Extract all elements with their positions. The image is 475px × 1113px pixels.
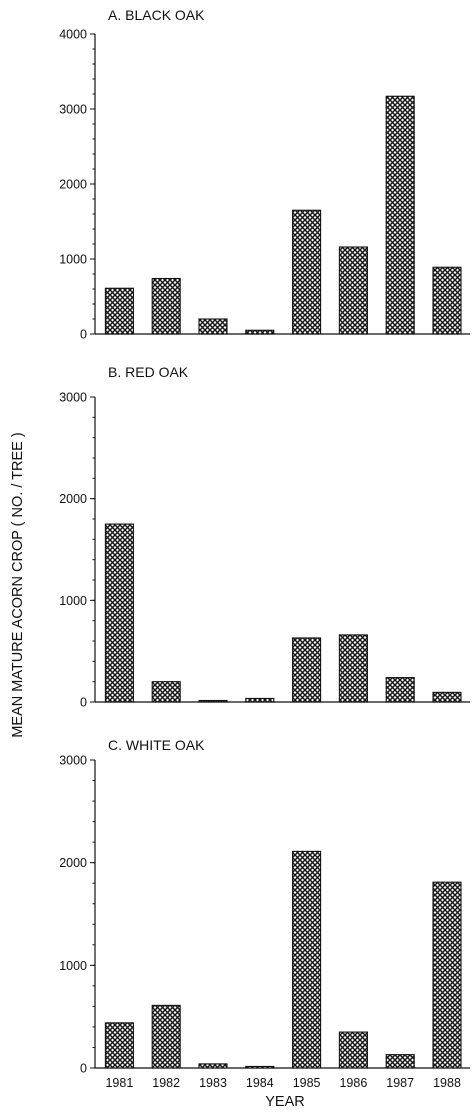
panel-title-white-oak: C. WHITE OAK [108,737,205,753]
y-tick-label: 1000 [59,253,87,267]
bar-black-oak-1988 [432,266,462,335]
panel-title-red-oak: B. RED OAK [108,364,189,380]
bar-red-oak-1982 [151,681,181,703]
y-tick-label: 3000 [59,103,87,117]
x-tick-labels: 1981 1982 1983 1984 1985 1986 1987 1988 [105,1076,460,1090]
bar-white-oak-1987 [385,1054,415,1069]
bar-black-oak-1986 [338,246,368,335]
y-tick-label: 2000 [59,856,87,870]
y-ticks-red-oak: 0 1000 2000 3000 [59,391,95,710]
y-tick-label: 1000 [59,594,87,608]
x-tick-label: 1988 [433,1076,461,1090]
bar-red-oak-1981 [104,523,134,703]
x-tick-label: 1985 [293,1076,321,1090]
panel-red-oak: B. RED OAK 0 1000 2000 3000 [59,364,470,710]
y-tick-label: 2000 [59,492,87,506]
bar-black-oak-1983 [198,318,228,335]
bar-black-oak-1987 [385,95,415,335]
bar-red-oak-1987 [385,677,415,703]
y-tick-label: 0 [80,1062,87,1076]
y-ticks-black-oak: 0 1000 2000 3000 4000 [59,28,95,342]
x-tick-label: 1981 [105,1076,133,1090]
bar-red-oak-1984 [245,697,275,703]
y-axis-title: MEAN MATURE ACORN CROP ( NO. / TREE ) [10,432,26,737]
bars-red-oak [104,523,462,703]
x-tick-label: 1986 [339,1076,367,1090]
y-tick-label: 0 [80,696,87,710]
y-tick-label: 2000 [59,178,87,192]
bar-black-oak-1982 [151,277,181,335]
bar-red-oak-1988 [432,691,462,703]
y-ticks-white-oak: 0 1000 2000 3000 [59,754,95,1076]
bars-white-oak [104,850,462,1069]
x-tick-label: 1983 [199,1076,227,1090]
bar-white-oak-1986 [338,1031,368,1069]
panel-black-oak: A. BLACK OAK 0 1000 2000 3000 4000 [59,7,470,342]
y-tick-label: 4000 [59,28,87,42]
panel-title-black-oak: A. BLACK OAK [108,7,205,23]
bar-black-oak-1984 [245,329,275,335]
x-tick-label: 1984 [246,1076,274,1090]
bar-white-oak-1983 [198,1063,228,1069]
y-tick-label: 0 [80,328,87,342]
bar-red-oak-1986 [338,634,368,703]
bar-black-oak-1981 [104,287,134,335]
bar-white-oak-1981 [104,1022,134,1069]
bar-black-oak-1985 [292,209,322,335]
bar-red-oak-1983 [198,699,228,703]
y-tick-label: 3000 [59,754,87,768]
bar-red-oak-1985 [292,637,322,703]
bar-white-oak-1988 [432,881,462,1069]
bar-white-oak-1984 [245,1065,275,1069]
panel-white-oak: C. WHITE OAK 0 1000 2000 3000 [59,737,470,1076]
bars-black-oak [104,95,462,335]
y-tick-label: 3000 [59,391,87,405]
x-tick-label: 1987 [386,1076,414,1090]
bar-white-oak-1985 [292,850,322,1069]
x-tick-label: 1982 [152,1076,180,1090]
y-tick-label: 1000 [59,959,87,973]
x-axis-title: YEAR [265,1094,305,1110]
bar-white-oak-1982 [151,1004,181,1069]
